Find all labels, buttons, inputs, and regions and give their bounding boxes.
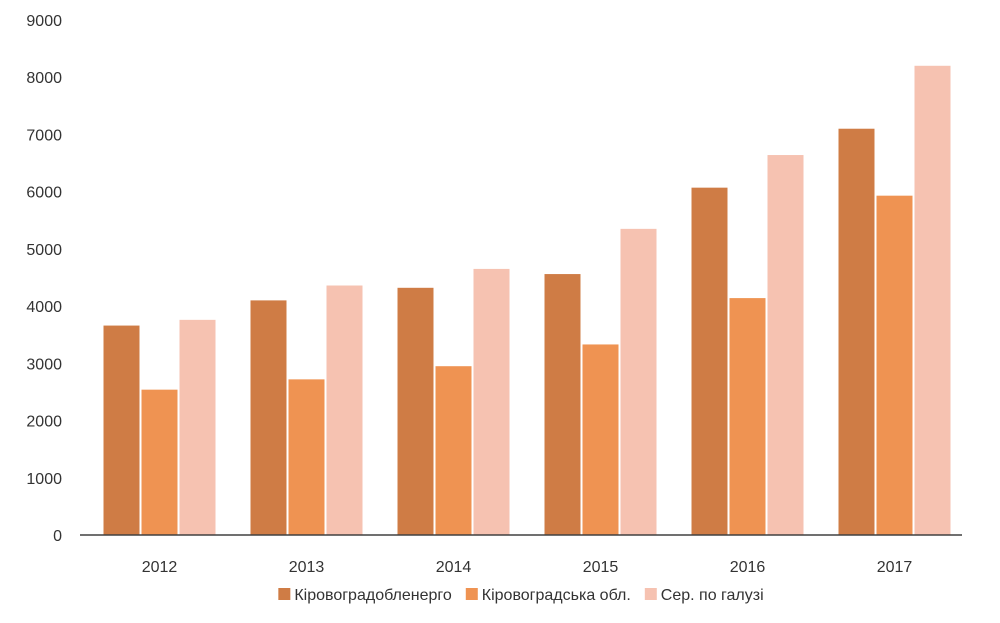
bar-2012-series-3 bbox=[179, 319, 216, 535]
y-tick-label: 5000 bbox=[26, 242, 62, 259]
y-tick-label: 0 bbox=[53, 528, 62, 545]
y-axis: 0 1000 2000 3000 4000 5000 6000 7000 8000 9000 bbox=[26, 13, 62, 545]
legend-item-3: Сер. по галузі bbox=[644, 587, 764, 604]
bar-2015-series-2 bbox=[582, 344, 619, 535]
bar-2012-series-2 bbox=[141, 389, 178, 535]
x-tick-label: 2016 bbox=[730, 559, 766, 576]
x-tick-label: 2012 bbox=[142, 559, 178, 576]
bar-2014-series-2 bbox=[435, 366, 472, 535]
legend-label: Кіровоградська обл. bbox=[482, 587, 631, 604]
bar-2015-series-1 bbox=[544, 274, 581, 535]
y-tick-label: 8000 bbox=[26, 70, 62, 87]
y-tick-label: 9000 bbox=[26, 13, 62, 30]
bar-2016-series-2 bbox=[729, 298, 766, 535]
bar-2013-series-2 bbox=[288, 379, 325, 535]
legend-swatch bbox=[644, 588, 657, 600]
y-tick-label: 1000 bbox=[26, 471, 62, 488]
legend: Кіровоградобленерго Кіровоградська обл. Се… bbox=[278, 587, 764, 604]
bars bbox=[103, 65, 951, 536]
legend-item-2: Кіровоградська обл. bbox=[465, 587, 631, 604]
bar-2013-series-1 bbox=[250, 300, 287, 535]
x-tick-label: 2015 bbox=[583, 559, 619, 576]
x-tick-label: 2017 bbox=[877, 559, 913, 576]
bar-2014-series-1 bbox=[397, 287, 434, 535]
legend-label: Сер. по галузі bbox=[661, 587, 764, 604]
legend-swatch bbox=[465, 588, 478, 600]
y-tick-label: 3000 bbox=[26, 356, 62, 373]
bar-2017-series-2 bbox=[876, 195, 913, 535]
bar-2017-series-1 bbox=[838, 128, 875, 535]
legend-swatch bbox=[278, 588, 291, 600]
bar-2014-series-3 bbox=[473, 268, 510, 535]
bar-2016-series-1 bbox=[691, 187, 728, 535]
bar-2013-series-3 bbox=[326, 285, 363, 535]
legend-label: Кіровоградобленерго bbox=[294, 587, 452, 604]
y-tick-label: 7000 bbox=[26, 127, 62, 144]
legend-item-1: Кіровоградобленерго bbox=[278, 587, 452, 604]
bar-2017-series-3 bbox=[914, 65, 951, 536]
bar-2016-series-3 bbox=[767, 155, 804, 536]
x-tick-label: 2014 bbox=[436, 559, 472, 576]
y-tick-label: 4000 bbox=[26, 299, 62, 316]
x-tick-label: 2013 bbox=[289, 559, 325, 576]
bar-2012-series-1 bbox=[103, 325, 140, 535]
x-axis: 2012 2013 2014 2015 2016 2017 bbox=[142, 559, 913, 576]
y-tick-label: 6000 bbox=[26, 185, 62, 202]
bar-2015-series-3 bbox=[620, 228, 657, 535]
y-tick-label: 2000 bbox=[26, 414, 62, 431]
